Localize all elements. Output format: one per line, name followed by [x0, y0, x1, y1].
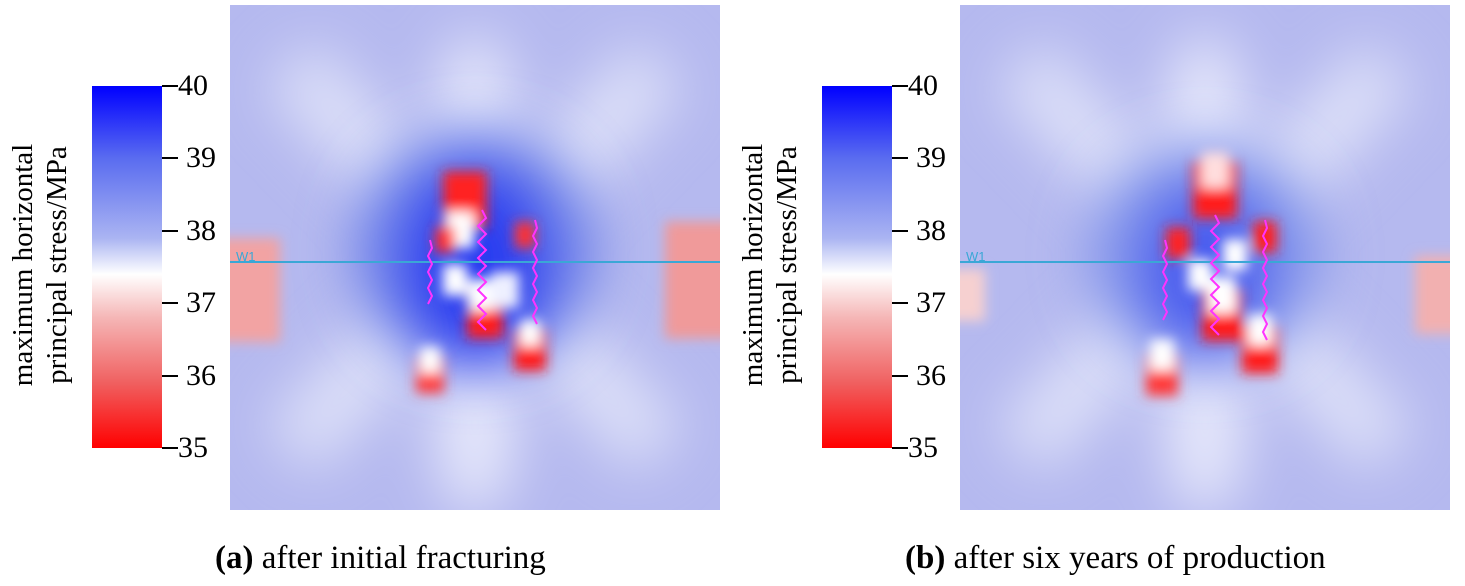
colorbar-tick-label: 36 [916, 358, 946, 392]
fracture-line [1161, 239, 1169, 321]
colorbar-tick-label: 37 [916, 286, 946, 320]
colorbar-tick-label: 35 [908, 431, 938, 464]
colorbar-tick-label: 35 [178, 431, 208, 464]
stress-map-svg: W1 [960, 5, 1450, 510]
colorbar [822, 86, 892, 448]
colorbar-tick [162, 302, 178, 305]
colorbar-tick [892, 302, 908, 305]
colorbar-tick [162, 157, 178, 160]
fracture-line [1209, 214, 1221, 336]
panel-a: maximum horizontal principal stress/MPa … [0, 0, 730, 586]
colorbar-tick-label: 40 [908, 69, 938, 102]
colorbar-tick [892, 157, 908, 160]
fracture-line [476, 209, 488, 331]
colorbar-title-line2: principal stress/MPa [771, 146, 803, 384]
stress-map: W1 [960, 5, 1450, 510]
colorbar-tick-label: 38 [916, 213, 946, 247]
colorbar-title-line1: maximum horizontal [7, 143, 39, 387]
colorbar-tick-label: 40 [178, 69, 208, 102]
colorbar-tick-label: 36 [186, 358, 216, 392]
colorbar-tick [162, 447, 178, 449]
panel-label: (a) [215, 540, 254, 576]
fracture-line [1261, 219, 1269, 341]
well-label: W1 [236, 249, 256, 264]
fracture-line [426, 239, 434, 305]
panel-label: (b) [905, 540, 946, 576]
colorbar-tick [892, 447, 908, 449]
colorbar-tick [892, 85, 908, 87]
colorbar-tick [892, 229, 908, 232]
colorbar-tick-label: 37 [186, 286, 216, 320]
colorbar-tick [892, 374, 908, 377]
colorbar-title-line1: maximum horizontal [737, 143, 769, 387]
colorbar-title-line2: principal stress/MPa [41, 146, 73, 384]
colorbar-tick-label: 39 [186, 141, 216, 175]
stress-anomalies [960, 151, 1450, 396]
colorbar-title: maximum horizontal principal stress/MPa [736, 65, 804, 465]
colorbar-tick [162, 85, 178, 87]
caption-text: after six years of production [953, 540, 1326, 576]
colorbar-tick-label: 38 [186, 213, 216, 247]
fracture-line [531, 219, 539, 325]
colorbar [92, 86, 162, 448]
colorbar-tick [162, 374, 178, 377]
caption: (b) after six years of production [905, 538, 1326, 578]
stress-map-svg: W1 [230, 5, 720, 510]
colorbar-title: maximum horizontal principal stress/MPa [6, 65, 74, 465]
well-label: W1 [966, 249, 986, 264]
colorbar-tick [162, 229, 178, 232]
caption-text: after initial fracturing [261, 540, 546, 576]
caption: (a) after initial fracturing [215, 538, 546, 578]
stress-map: W1 [230, 5, 720, 510]
colorbar-tick-label: 39 [916, 141, 946, 175]
panel-b: maximum horizontal principal stress/MPa … [730, 0, 1460, 586]
